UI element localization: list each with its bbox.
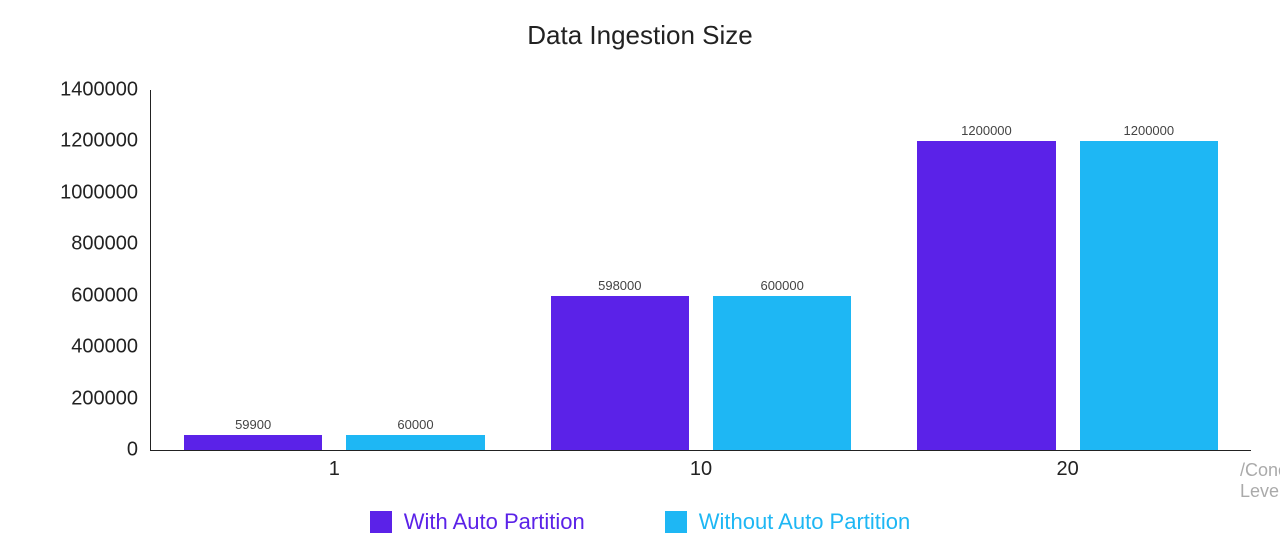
bar-value-label: 1200000 — [1080, 123, 1218, 138]
legend-label: With Auto Partition — [404, 509, 585, 535]
legend-swatch — [665, 511, 687, 533]
y-tick-label: 1000000 — [38, 181, 138, 204]
bar-value-label: 600000 — [713, 278, 851, 293]
x-axis-label: /Concurrency Level — [1240, 460, 1280, 502]
y-tick-label: 1200000 — [38, 130, 138, 153]
bar: 59900 — [184, 435, 322, 450]
legend-swatch — [370, 511, 392, 533]
y-tick-label: 600000 — [38, 284, 138, 307]
legend-label: Without Auto Partition — [699, 509, 911, 535]
chart-container: Data Ingestion Size 59900600001598000600… — [0, 0, 1280, 557]
bar-value-label: 1200000 — [917, 123, 1055, 138]
y-tick-label: 0 — [38, 439, 138, 462]
bar: 598000 — [551, 296, 689, 450]
plot: 5990060000159800060000010120000012000002… — [40, 90, 1260, 450]
x-tick-label: 20 — [1057, 450, 1079, 481]
bar: 600000 — [713, 296, 851, 450]
bar-value-label: 60000 — [346, 417, 484, 432]
bar: 1200000 — [917, 141, 1055, 450]
x-tick-label: 10 — [690, 450, 712, 481]
bar: 60000 — [346, 435, 484, 450]
legend-item: Without Auto Partition — [665, 509, 911, 535]
y-tick-label: 800000 — [38, 233, 138, 256]
bar-value-label: 59900 — [184, 417, 322, 432]
y-tick-label: 1400000 — [38, 79, 138, 102]
legend-item: With Auto Partition — [370, 509, 585, 535]
x-tick-label: 1 — [329, 450, 340, 481]
y-tick-label: 200000 — [38, 387, 138, 410]
plot-area: 5990060000159800060000010120000012000002… — [150, 90, 1251, 451]
bar-value-label: 598000 — [551, 278, 689, 293]
legend: With Auto Partition Without Auto Partitio… — [0, 509, 1280, 539]
chart-title: Data Ingestion Size — [0, 0, 1280, 51]
bar: 1200000 — [1080, 141, 1218, 450]
y-tick-label: 400000 — [38, 336, 138, 359]
